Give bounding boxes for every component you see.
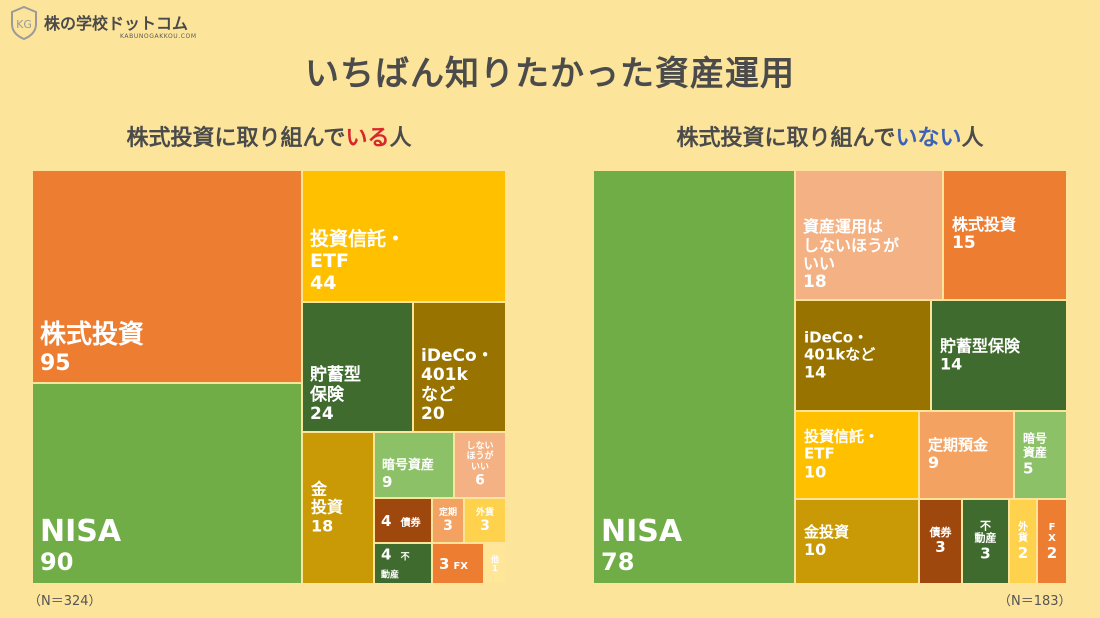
left-cell-gaika-label: 外貨 bbox=[475, 507, 494, 518]
right-cell-teikiyokin-value: 9 bbox=[928, 453, 940, 473]
right-cell-teikiyokin-label: 定期預金 bbox=[928, 436, 989, 455]
right-sample-size: （N＝183） bbox=[998, 594, 1072, 609]
logo-subtext: KABUNOGAKKOU.COM bbox=[120, 33, 197, 40]
right-cell-angou: 暗号 資産 5 bbox=[1014, 411, 1067, 499]
right-cell-saiken-value: 3 bbox=[935, 538, 946, 557]
right-cell-kabushiki: 株式投資 15 bbox=[943, 170, 1067, 300]
left-treemap: 株式投資 95 NISA 90 投資信託・ ETF 44 貯蓄型 保険 24 iDeCo・ 40… bbox=[32, 170, 506, 584]
right-cell-kin-label: 金投資 bbox=[804, 522, 850, 541]
right-cell-fx-value: 2 bbox=[1046, 543, 1058, 562]
left-cell-chochiku-value: 24 bbox=[310, 404, 334, 425]
left-cell-kin-value: 18 bbox=[311, 516, 334, 536]
right-cell-ideco-value: 14 bbox=[804, 362, 827, 382]
left-cell-fx-value: 3 bbox=[439, 554, 450, 573]
right-cell-fudousan-label: 不 動産 bbox=[974, 519, 997, 545]
page-title: いちばん知りたかった資産運用 bbox=[305, 54, 795, 94]
left-cell-gaika: 外貨 3 bbox=[464, 498, 506, 543]
right-cell-gaika-label: 外 貨 bbox=[1018, 521, 1028, 544]
svg-text:KG: KG bbox=[16, 18, 32, 31]
left-cell-gaika-value: 3 bbox=[480, 517, 490, 534]
right-cell-kabushiki-label: 株式投資 bbox=[952, 215, 1017, 235]
left-cell-shinai-label: しない ほうが いい bbox=[466, 441, 494, 473]
left-cell-saiken: 4 債券 bbox=[374, 498, 432, 543]
left-cell-angou-value: 9 bbox=[382, 472, 393, 491]
left-cell-angou: 暗号資産 9 bbox=[374, 432, 454, 498]
right-cell-fx-label: F X bbox=[1048, 521, 1056, 544]
left-chart-title: 株式投資に取り組んでいる人 bbox=[126, 126, 412, 151]
left-cell-teiki: 定期 3 bbox=[432, 498, 464, 543]
right-cell-chochiku-value: 14 bbox=[940, 354, 963, 374]
right-cell-nisa-value: 78 bbox=[601, 548, 635, 577]
left-cell-toushin-label: 投資信託・ ETF bbox=[310, 228, 406, 273]
left-cell-fudousan-label: 不 動産 bbox=[381, 552, 410, 581]
right-cell-ideco-label: iDeCo・ 401kなど bbox=[804, 328, 876, 364]
left-cell-kabushiki: 株式投資 95 bbox=[32, 170, 302, 383]
left-cell-nisa-value: 90 bbox=[40, 548, 74, 577]
left-cell-fx-label: FX bbox=[453, 560, 468, 572]
right-cell-teikiyokin: 定期預金 9 bbox=[919, 411, 1014, 499]
right-cell-kin-value: 10 bbox=[804, 539, 827, 559]
right-cell-fudousan-value: 3 bbox=[980, 544, 991, 563]
right-cell-gaika-value: 2 bbox=[1017, 543, 1029, 562]
right-cell-angou-value: 5 bbox=[1023, 459, 1034, 478]
right-cell-fudousan: 不 動産 3 bbox=[962, 499, 1009, 584]
right-cell-ideco: iDeCo・ 401kなど 14 bbox=[795, 300, 931, 411]
site-logo: KG 株の学校ドットコム KABUNOGAKKOU.COM bbox=[10, 6, 230, 46]
right-cell-angou-label: 暗号 資産 bbox=[1023, 431, 1048, 460]
left-cell-chochiku-label: 貯蓄型 保険 bbox=[310, 365, 361, 405]
left-cell-teiki-label: 定期 bbox=[438, 507, 457, 518]
left-cell-shinai-value: 6 bbox=[475, 472, 485, 489]
left-cell-toushin: 投資信託・ ETF 44 bbox=[302, 170, 506, 302]
left-cell-shinai: しない ほうが いい 6 bbox=[454, 432, 506, 498]
right-cell-saiken-label: 債券 bbox=[929, 525, 952, 539]
right-cell-shinai-label: 資産運用は しないほうが いい bbox=[803, 217, 900, 274]
left-cell-nisa-label: NISA bbox=[40, 513, 122, 549]
left-cell-hoka-value: 1 bbox=[492, 563, 498, 573]
left-cell-kabushiki-label: 株式投資 bbox=[40, 319, 145, 350]
left-cell-angou-label: 暗号資産 bbox=[382, 457, 435, 473]
left-cell-chochiku: 貯蓄型 保険 24 bbox=[302, 302, 413, 432]
left-cell-toushin-value: 44 bbox=[310, 272, 337, 295]
right-chart-title: 株式投資に取り組んでいない人 bbox=[676, 126, 984, 151]
right-cell-saiken: 債券 3 bbox=[919, 499, 962, 584]
right-cell-shinai-value: 18 bbox=[803, 272, 827, 293]
right-cell-toushin: 投資信託・ ETF 10 bbox=[795, 411, 919, 499]
left-cell-fudousan-value: 4 bbox=[381, 545, 397, 564]
right-cell-toushin-value: 10 bbox=[804, 462, 827, 482]
logo-shield-icon: KG bbox=[11, 6, 37, 40]
left-cell-saiken-value: 4 bbox=[381, 511, 397, 530]
right-cell-nisa: NISA 78 bbox=[593, 170, 795, 584]
left-cell-kin: 金 投資 18 bbox=[302, 432, 374, 584]
right-treemap: NISA 78 資産運用は しないほうが いい 18 株式投資 15 iDeCo・ 401k… bbox=[593, 170, 1067, 584]
right-cell-toushin-label: 投資信託・ ETF bbox=[804, 427, 880, 463]
right-cell-shinai: 資産運用は しないほうが いい 18 bbox=[795, 170, 943, 300]
right-cell-nisa-label: NISA bbox=[601, 513, 683, 549]
left-cell-saiken-label: 債券 bbox=[400, 517, 421, 529]
logo-name: 株の学校ドットコム bbox=[44, 14, 189, 33]
left-cell-fudousan: 4 不 動産 bbox=[374, 543, 432, 584]
right-cell-chochiku-label: 貯蓄型保険 bbox=[940, 336, 1021, 356]
left-sample-size: （N＝324） bbox=[28, 594, 102, 609]
left-cell-kabushiki-value: 95 bbox=[40, 350, 71, 376]
left-cell-ideco-value: 20 bbox=[421, 404, 445, 425]
right-cell-kin: 金投資 10 bbox=[795, 499, 919, 584]
left-cell-fx: 3 FX bbox=[432, 543, 484, 584]
left-cell-nisa: NISA 90 bbox=[32, 383, 302, 584]
right-cell-chochiku: 貯蓄型保険 14 bbox=[931, 300, 1067, 411]
left-cell-ideco: iDeCo・ 401k など 20 bbox=[413, 302, 506, 432]
left-cell-ideco-label: iDeCo・ 401k など bbox=[421, 345, 494, 405]
left-cell-hoka-label: 他 bbox=[491, 554, 499, 564]
left-cell-kin-label: 金 投資 bbox=[311, 479, 344, 517]
right-cell-kabushiki-value: 15 bbox=[952, 233, 976, 254]
left-cell-teiki-value: 3 bbox=[443, 517, 453, 534]
